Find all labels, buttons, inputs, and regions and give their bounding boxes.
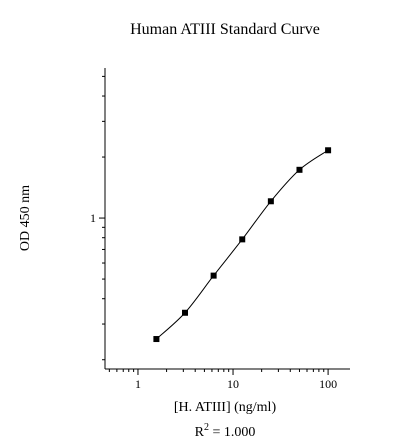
x-axis: 1 10 100 <box>105 368 350 391</box>
y-ticks: 1 <box>90 75 105 361</box>
y-axis-label: OD 450 nm <box>18 185 33 251</box>
x-tick-label: 100 <box>319 377 337 391</box>
x-axis-label: [H. ATIII] (ng/ml) <box>174 400 277 415</box>
y-tick-label: 1 <box>90 211 96 225</box>
data-point <box>325 147 332 154</box>
r-squared-annotation: R2 = 1.000 <box>195 422 256 440</box>
data-point <box>182 309 189 316</box>
x-tick-label: 1 <box>135 377 141 391</box>
series-layer <box>153 147 332 343</box>
data-point <box>239 236 246 243</box>
chart-title: Human ATIII Standard Curve <box>130 21 320 38</box>
y-axis: 1 <box>90 68 106 369</box>
data-point <box>153 336 160 343</box>
data-point <box>267 198 274 205</box>
x-ticks: 1 10 100 <box>108 369 337 391</box>
r-squared-symbol: R <box>195 425 205 440</box>
r-squared-superscript: 2 <box>204 422 209 433</box>
data-point <box>296 166 303 173</box>
r-squared-value: = 1.000 <box>209 425 255 440</box>
data-point <box>210 272 217 279</box>
x-tick-label: 10 <box>227 377 239 391</box>
